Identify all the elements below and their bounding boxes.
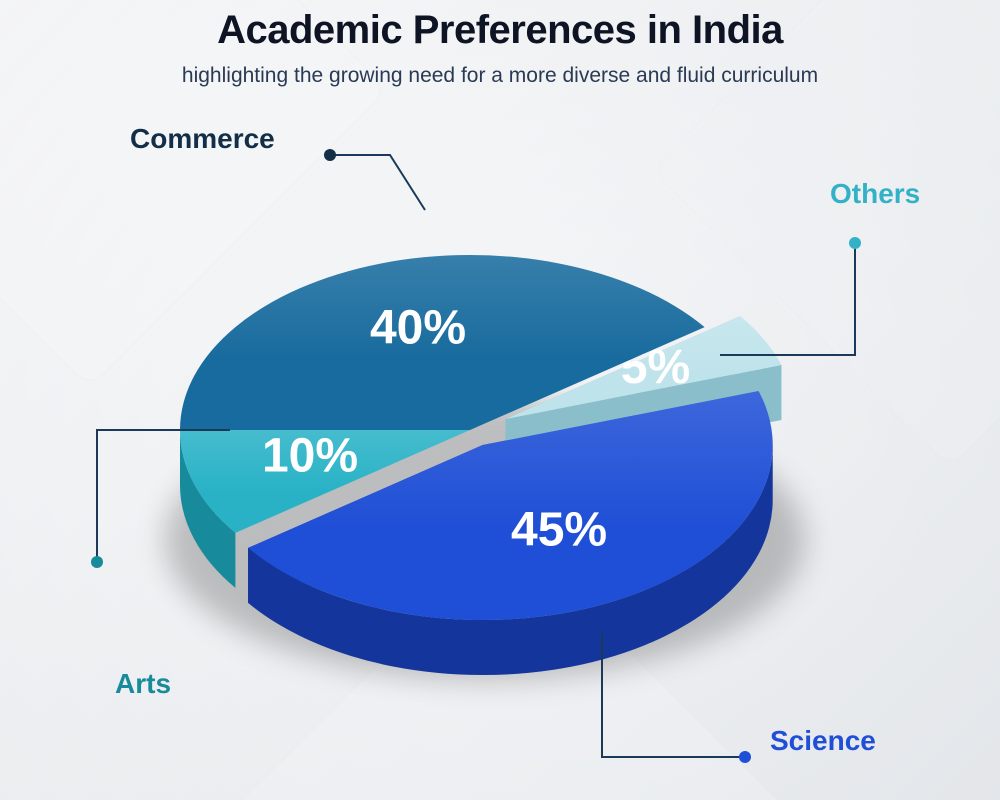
callout-label: Arts [115,668,171,700]
callout-dot-icon [849,237,861,249]
chart-subtitle: highlighting the growing need for a more… [0,64,1000,88]
callout-line [330,155,425,210]
callout-label: Commerce [130,123,275,155]
slice-value: 40% [370,301,466,354]
callout-label: Science [770,725,876,757]
callout-dot-icon [324,149,336,161]
chart-title: Academic Preferences in India [0,8,1000,53]
slice-value: 45% [511,503,607,556]
infographic-stage: Academic Preferences in India highlighti… [0,0,1000,800]
callout-dot-icon [739,751,751,763]
slice-value: 10% [262,429,358,482]
callout-label: Others [830,178,920,210]
callout-dot-icon [91,556,103,568]
